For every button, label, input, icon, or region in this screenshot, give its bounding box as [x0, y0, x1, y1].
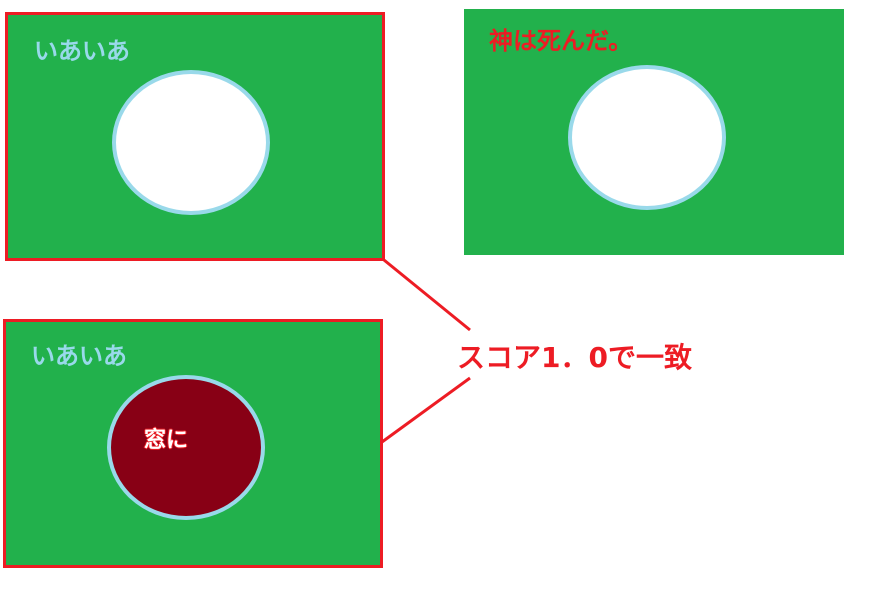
top-right-panel: 神は死んだ。 [464, 9, 844, 255]
bottom-left-panel: いあいあ 窓に [3, 319, 383, 568]
top-left-panel: いあいあ [5, 12, 385, 261]
connector-line-bottom [381, 376, 471, 444]
connector-line-top [383, 258, 471, 332]
bottom-left-ellipse-label: 窓に [144, 428, 189, 453]
top-right-white-ellipse [568, 65, 726, 210]
match-score-label: スコア1．0で一致 [457, 341, 692, 374]
top-left-white-ellipse [112, 70, 270, 215]
top-left-panel-label: いあいあ [34, 37, 130, 65]
bottom-left-dark-ellipse [107, 375, 265, 520]
bottom-left-panel-label: いあいあ [31, 342, 127, 370]
top-right-panel-label: 神は死んだ。 [489, 27, 633, 55]
